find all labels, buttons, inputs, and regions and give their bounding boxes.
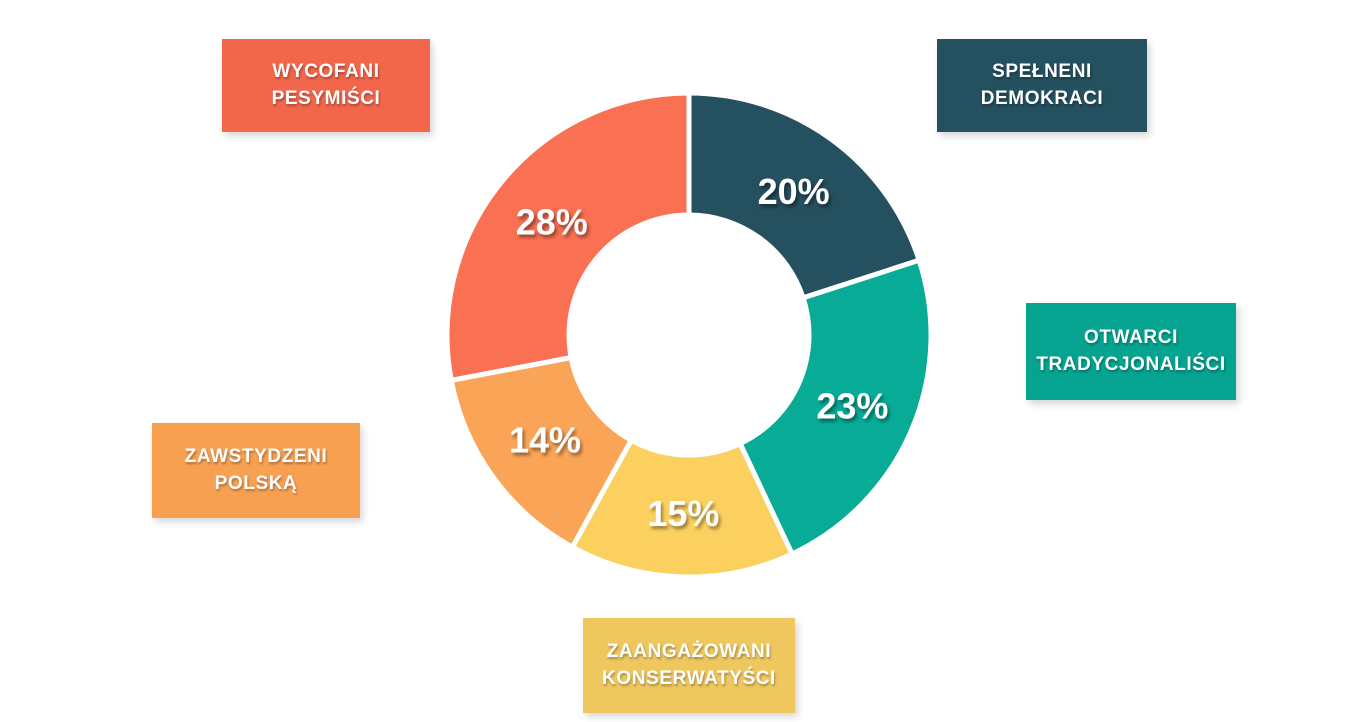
legend-label-line: ZAWSTYDZENI	[184, 445, 328, 467]
legend-label-line: DEMOKRACI	[980, 87, 1104, 109]
donut-slice-zawstydzeni-polska	[448, 354, 634, 550]
legend-box-otwarci-tradycjonalisci: OTWARCI TRADYCJONALIŚCI	[1026, 303, 1236, 400]
legend-label-line: POLSKĄ	[214, 472, 298, 494]
slice-percent-label-zawstydzeni-polska: 14%	[509, 420, 581, 461]
donut-slice-spelneni-demokraci	[686, 90, 922, 301]
legend-box-zawstydzeni-polska: ZAWSTYDZENI POLSKĄ	[152, 423, 360, 518]
legend-box-wycofani-pesymisci: WYCOFANI PESYMIŚCI	[222, 39, 430, 132]
legend-label-line: PESYMIŚCI	[271, 87, 381, 109]
legend-label-line: TRADYCJONALIŚCI	[1036, 353, 1226, 375]
legend-label-line: KONSERWATYŚCI	[602, 667, 776, 689]
legend-box-spelneni-demokraci: SPEŁNENI DEMOKRACI	[937, 39, 1147, 132]
slice-percent-label-spelneni-demokraci: 20%	[758, 171, 830, 212]
legend-label-line: WYCOFANI	[272, 60, 380, 82]
legend-box-zaangazowani-konserwatysci: ZAANGAŻOWANI KONSERWATYŚCI	[583, 618, 795, 713]
slice-percent-label-zaangazowani-konserwatysci: 15%	[647, 493, 719, 534]
donut-slice-wycofani-pesymisci	[444, 90, 692, 383]
legend-label-line: OTWARCI	[1084, 326, 1178, 348]
donut-slice-zaangazowani-konserwatysci	[569, 437, 795, 580]
donut-slice-otwarci-tradycjonalisci	[737, 257, 934, 557]
legend-label-line: SPEŁNENI	[992, 60, 1092, 82]
slice-percent-label-otwarci-tradycjonalisci: 23%	[816, 386, 888, 427]
legend-label-line: ZAANGAŻOWANI	[606, 640, 772, 662]
slice-percent-label-wycofani-pesymisci: 28%	[516, 202, 588, 243]
